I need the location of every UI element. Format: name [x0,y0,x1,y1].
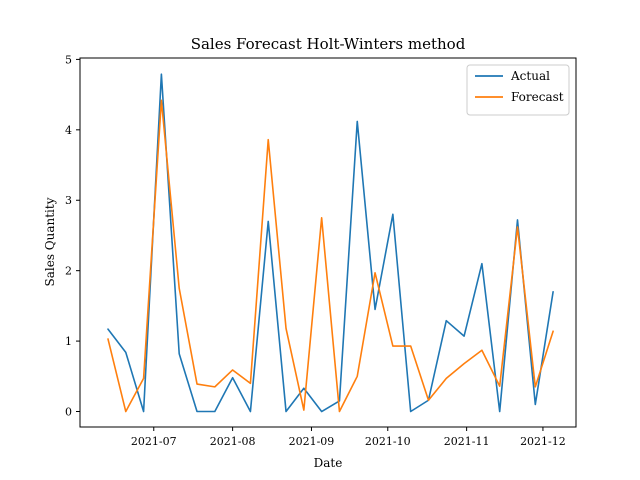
x-tick-label: 2021-10 [365,435,411,448]
x-axis-label: Date [314,456,343,470]
x-tick-label: 2021-11 [444,435,490,448]
series-line-actual [107,73,554,413]
plot-lines [107,73,554,413]
y-tick-label: 4 [65,124,72,137]
legend-box [466,64,570,116]
y-tick-label: 5 [65,53,72,66]
legend: Actual Forecast [466,64,570,116]
y-tick-label: 2 [65,265,72,278]
x-axis-ticks: 2021-07 2021-08 2021-09 2021-10 2021-11 2021-… [131,427,566,448]
x-tick-label: 2021-12 [520,435,566,448]
y-tick-label: 0 [65,406,72,419]
x-tick-label: 2021-08 [210,435,256,448]
y-axis-ticks: 0 1 2 3 4 5 [65,53,80,419]
legend-label-forecast: Forecast [511,90,564,104]
y-tick-label: 1 [65,335,72,348]
chart-title: Sales Forecast Holt-Winters method [191,35,466,53]
x-tick-label: 2021-09 [289,435,335,448]
plot-frame [79,57,577,428]
series-line-forecast [107,99,554,413]
y-tick-label: 3 [65,194,72,207]
y-axis-label: Sales Quantity [43,197,57,286]
legend-label-actual: Actual [510,69,550,83]
x-tick-label: 2021-07 [131,435,177,448]
